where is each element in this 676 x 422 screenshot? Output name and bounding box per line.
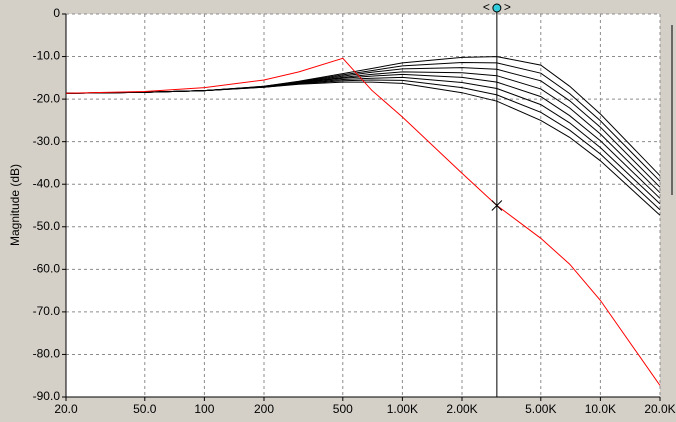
- x-tick-label: 500: [333, 402, 353, 416]
- y-tick-label: -60.0: [33, 262, 61, 276]
- x-tick-label: 10.0K: [585, 402, 616, 416]
- series-line: [65, 56, 661, 177]
- x-tick-label: 20.0K: [644, 402, 675, 416]
- y-tick-label: -10.0: [33, 49, 61, 63]
- y-tick-label: -70.0: [33, 304, 61, 318]
- y-axis-label: Magnitude (dB): [8, 164, 22, 246]
- x-tick-label: 20.0: [54, 402, 78, 416]
- y-tick-label: -50.0: [33, 219, 61, 233]
- x-tick-label: 5.00K: [525, 402, 556, 416]
- plot-area: [66, 14, 660, 397]
- cursor-handle-left: <: [483, 0, 490, 14]
- x-tick-label: 200: [254, 402, 274, 416]
- y-tick-label: -20.0: [33, 91, 61, 105]
- series-line: [65, 57, 661, 386]
- y-tick-label: -90.0: [33, 389, 61, 403]
- x-tick-label: 100: [194, 402, 214, 416]
- y-tick-label: 0: [53, 6, 60, 20]
- y-tick-label: -30.0: [33, 134, 61, 148]
- y-tick-label: -80.0: [33, 347, 61, 361]
- y-tick-label: -40.0: [33, 176, 61, 190]
- cursor-handle-right: >: [504, 0, 511, 14]
- x-tick-label: 50.0: [133, 402, 157, 416]
- x-tick-label: 2.00K: [446, 402, 477, 416]
- cursor-marker: [491, 200, 503, 211]
- cursor-handle: [492, 3, 502, 13]
- x-tick-label: 1.00K: [387, 402, 418, 416]
